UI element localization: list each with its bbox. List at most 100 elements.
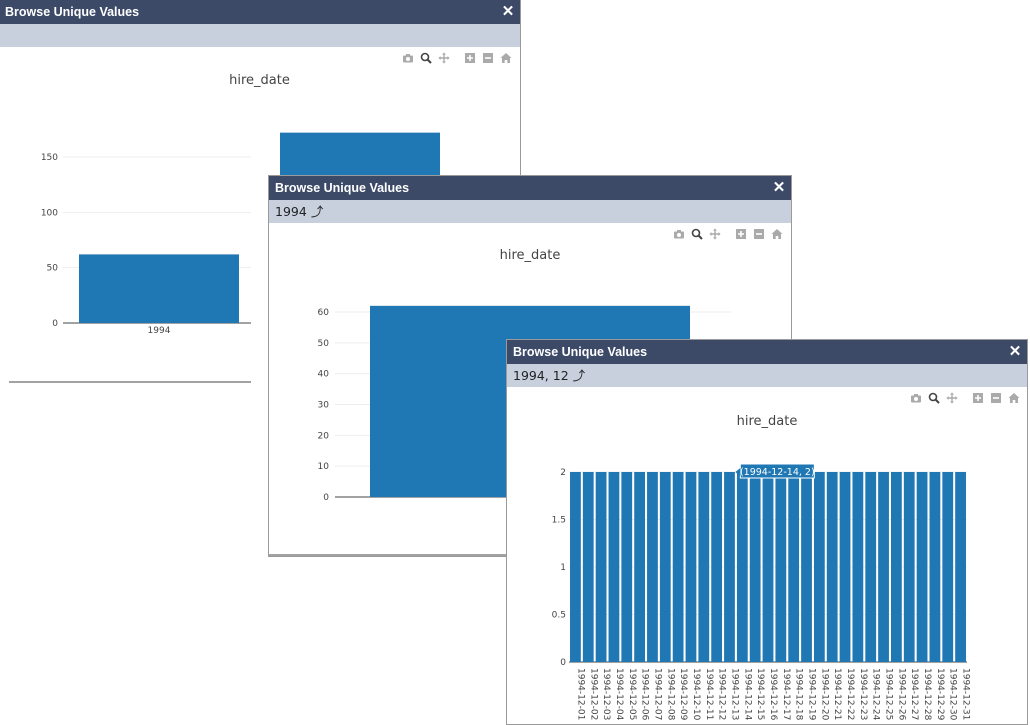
y-tick-label: 100: [41, 208, 58, 218]
y-tick-label: 150: [41, 153, 58, 163]
bar: [595, 472, 607, 662]
zoom-out-icon[interactable]: [990, 392, 1002, 404]
x-tick-label: 1994-12-24: [871, 668, 881, 721]
breadcrumb-bar: [0, 24, 520, 47]
y-tick-label: 30: [318, 401, 330, 411]
x-tick-label: 1994-12-30: [948, 668, 958, 721]
home-icon[interactable]: [771, 228, 783, 240]
bar: [762, 472, 774, 662]
zoom-in-icon[interactable]: [735, 228, 747, 240]
x-tick-label: 1994-12-02: [588, 668, 598, 720]
bar: [608, 472, 620, 662]
zoom-icon[interactable]: [691, 228, 703, 240]
x-tick-label: 1994-12-12: [717, 668, 727, 720]
bar: [672, 472, 684, 662]
browse-window-3: Browse Unique Values ✕ 1994, 12 ⤴ hire_da…: [506, 339, 1028, 725]
bar: [942, 472, 954, 662]
bar: [865, 472, 877, 662]
x-tick-label: 1994-12-15: [755, 668, 765, 720]
x-tick-label: 1994-12-04: [614, 668, 624, 721]
camera-icon[interactable]: [673, 228, 685, 240]
pan-icon[interactable]: [709, 228, 721, 240]
pan-icon[interactable]: [438, 52, 450, 64]
y-tick-label: 0: [560, 658, 566, 668]
x-tick-label: 1994-12-09: [678, 668, 688, 721]
bar: [929, 472, 941, 662]
camera-icon[interactable]: [910, 392, 922, 404]
breadcrumb-bar: 1994 ⤴: [269, 200, 791, 223]
y-tick-label: 40: [318, 370, 330, 380]
breadcrumb-bar: 1994, 12 ⤴: [507, 364, 1027, 387]
x-tick-label: 1994-12-28: [922, 668, 932, 721]
up-level-icon[interactable]: ⤴: [310, 204, 324, 219]
x-tick-label: 1994-12-14: [742, 668, 752, 721]
zoom-in-icon[interactable]: [464, 52, 476, 64]
x-tick-label: 1994-12-11: [704, 668, 714, 720]
bar: [826, 472, 838, 662]
camera-icon[interactable]: [402, 52, 414, 64]
bar: [903, 472, 915, 662]
hover-tooltip: (1994-12-14, 2): [735, 463, 815, 479]
tooltip-pointer: [735, 468, 741, 476]
bar: [698, 472, 710, 662]
bar: [647, 472, 658, 662]
x-tick-label: 1994-12-17: [781, 668, 791, 720]
bar: [570, 472, 581, 662]
zoom-in-icon[interactable]: [972, 392, 984, 404]
bar: [749, 472, 761, 662]
x-tick-label: 1994-12-31: [961, 668, 971, 720]
bar: [813, 472, 825, 662]
bar: [852, 472, 864, 662]
x-tick-label: 1994-12-25: [884, 668, 894, 720]
zoom-out-icon[interactable]: [753, 228, 765, 240]
x-tick-label: 1994-12-06: [640, 668, 650, 721]
chart-title: hire_date: [736, 414, 798, 429]
chart-modebar: [910, 392, 1020, 404]
x-tick-label: 1994-12-22: [845, 668, 855, 720]
x-tick-label: 1994: [148, 326, 171, 336]
y-tick-label: 0.5: [552, 611, 566, 621]
bar: [582, 472, 594, 662]
bar: [890, 472, 902, 662]
y-tick-label: 50: [47, 264, 59, 274]
bar: [775, 472, 787, 662]
y-tick-label: 1: [560, 563, 566, 573]
zoom-out-icon[interactable]: [482, 52, 494, 64]
breadcrumb[interactable]: 1994, 12: [513, 368, 569, 383]
close-button[interactable]: ✕: [501, 3, 515, 20]
home-icon[interactable]: [500, 52, 512, 64]
bar: [724, 472, 735, 662]
x-tick-label: 1994-12-26: [896, 668, 906, 721]
y-tick-label: 20: [318, 431, 330, 441]
bar: [79, 254, 239, 323]
chart-title: hire_date: [229, 73, 290, 88]
x-tick-label: 1994-12-29: [935, 668, 945, 721]
close-button[interactable]: ✕: [772, 179, 786, 196]
x-tick-label: 1994-12-19: [807, 668, 817, 721]
x-tick-label: 1994-12-03: [601, 668, 611, 720]
zoom-icon[interactable]: [420, 52, 432, 64]
bar: [685, 472, 697, 662]
bar: [659, 472, 671, 662]
y-tick-label: 1.5: [552, 516, 566, 526]
window-titlebar[interactable]: Browse Unique Values ✕: [269, 176, 791, 200]
zoom-icon[interactable]: [928, 392, 940, 404]
pan-icon[interactable]: [946, 392, 958, 404]
home-icon[interactable]: [1008, 392, 1020, 404]
y-tick-label: 10: [318, 462, 330, 472]
window-title: Browse Unique Values: [513, 345, 648, 359]
x-tick-label: 1994-12-05: [627, 668, 637, 720]
bar: [711, 472, 723, 662]
window-titlebar[interactable]: Browse Unique Values ✕: [0, 0, 520, 24]
close-button[interactable]: ✕: [1008, 343, 1022, 360]
window-title: Browse Unique Values: [275, 181, 410, 195]
window-title: Browse Unique Values: [5, 5, 140, 19]
x-tick-label: 1994-12-16: [768, 668, 778, 721]
up-level-icon[interactable]: ⤴: [572, 368, 586, 383]
y-tick-label: 50: [318, 339, 330, 349]
window-titlebar[interactable]: Browse Unique Values ✕: [507, 340, 1027, 364]
chart-modebar: [402, 52, 512, 64]
bar: [839, 472, 851, 662]
breadcrumb[interactable]: 1994: [275, 204, 307, 219]
